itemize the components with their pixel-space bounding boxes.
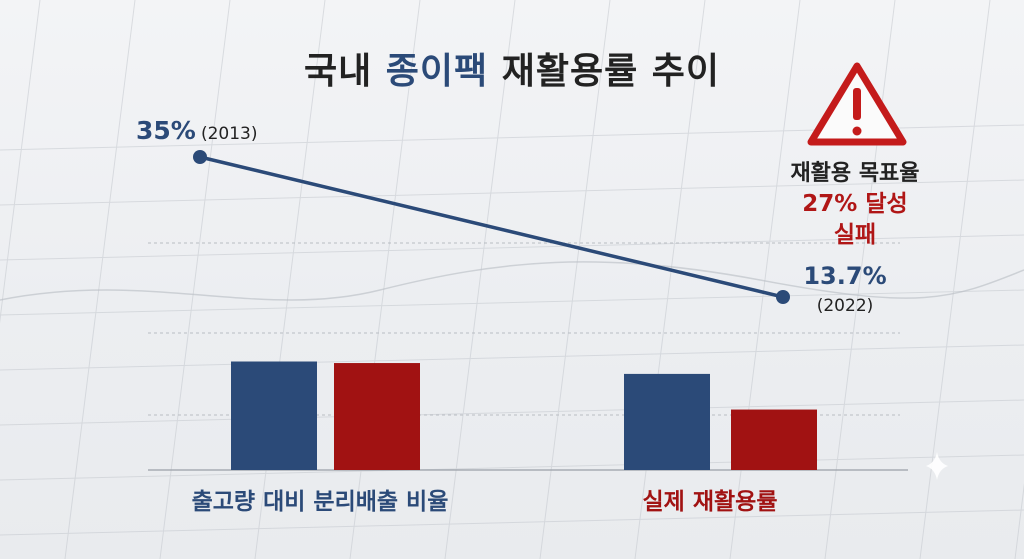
grid-line	[444, 0, 516, 559]
point-value-2022: 13.7%	[803, 262, 887, 290]
category-label-2: 실제 재활용률	[642, 489, 778, 515]
grid-curve	[0, 261, 1024, 301]
warning-line-2: 27% 달성	[802, 191, 908, 217]
sparkle-icon	[926, 452, 948, 480]
bar-1-2	[334, 363, 420, 470]
warning-line-1: 재활용 목표율	[790, 161, 920, 186]
grid-line	[0, 454, 1024, 481]
chart-title: 국내 종이팩 재활용률 추이	[0, 42, 1024, 94]
grid-line	[0, 234, 1024, 261]
line-point-2013	[193, 150, 207, 164]
grid-line	[0, 179, 1024, 206]
grid-line	[64, 0, 136, 559]
grid-line	[0, 399, 1024, 426]
grid-line	[0, 0, 41, 324]
warning-line-3: 실패	[833, 222, 877, 248]
title-highlight: 종이팩	[385, 51, 489, 92]
point-value-2013: 35%	[136, 116, 196, 145]
category-label-1: 출고량 대비 분리배출 비율	[191, 489, 449, 515]
point-year-2013: (2013)	[200, 124, 258, 144]
point-label-2013: 35% (2013)	[136, 116, 257, 145]
grid-line	[0, 509, 1024, 536]
title-prefix: 국내	[304, 51, 386, 92]
grid-line	[824, 0, 896, 559]
warning-exclamation-bar	[853, 88, 861, 120]
trend-line	[199, 155, 784, 299]
point-label-2022: 13.7% (2022)	[800, 262, 890, 316]
point-year-2022: (2022)	[816, 296, 874, 316]
warning-triangle-icon	[807, 62, 907, 146]
grid-line	[539, 0, 611, 559]
bar-2-2	[731, 409, 817, 470]
bar-2-1	[624, 373, 710, 470]
title-suffix: 재활용률 추이	[488, 51, 720, 92]
grid-line	[0, 344, 1024, 371]
grid-line	[159, 0, 231, 559]
bar-1-1	[231, 361, 317, 470]
warning-text: 재활용 목표율 27% 달성 실패	[760, 158, 950, 251]
line-point-2022	[776, 290, 790, 304]
warning-exclamation-dot	[852, 126, 862, 136]
